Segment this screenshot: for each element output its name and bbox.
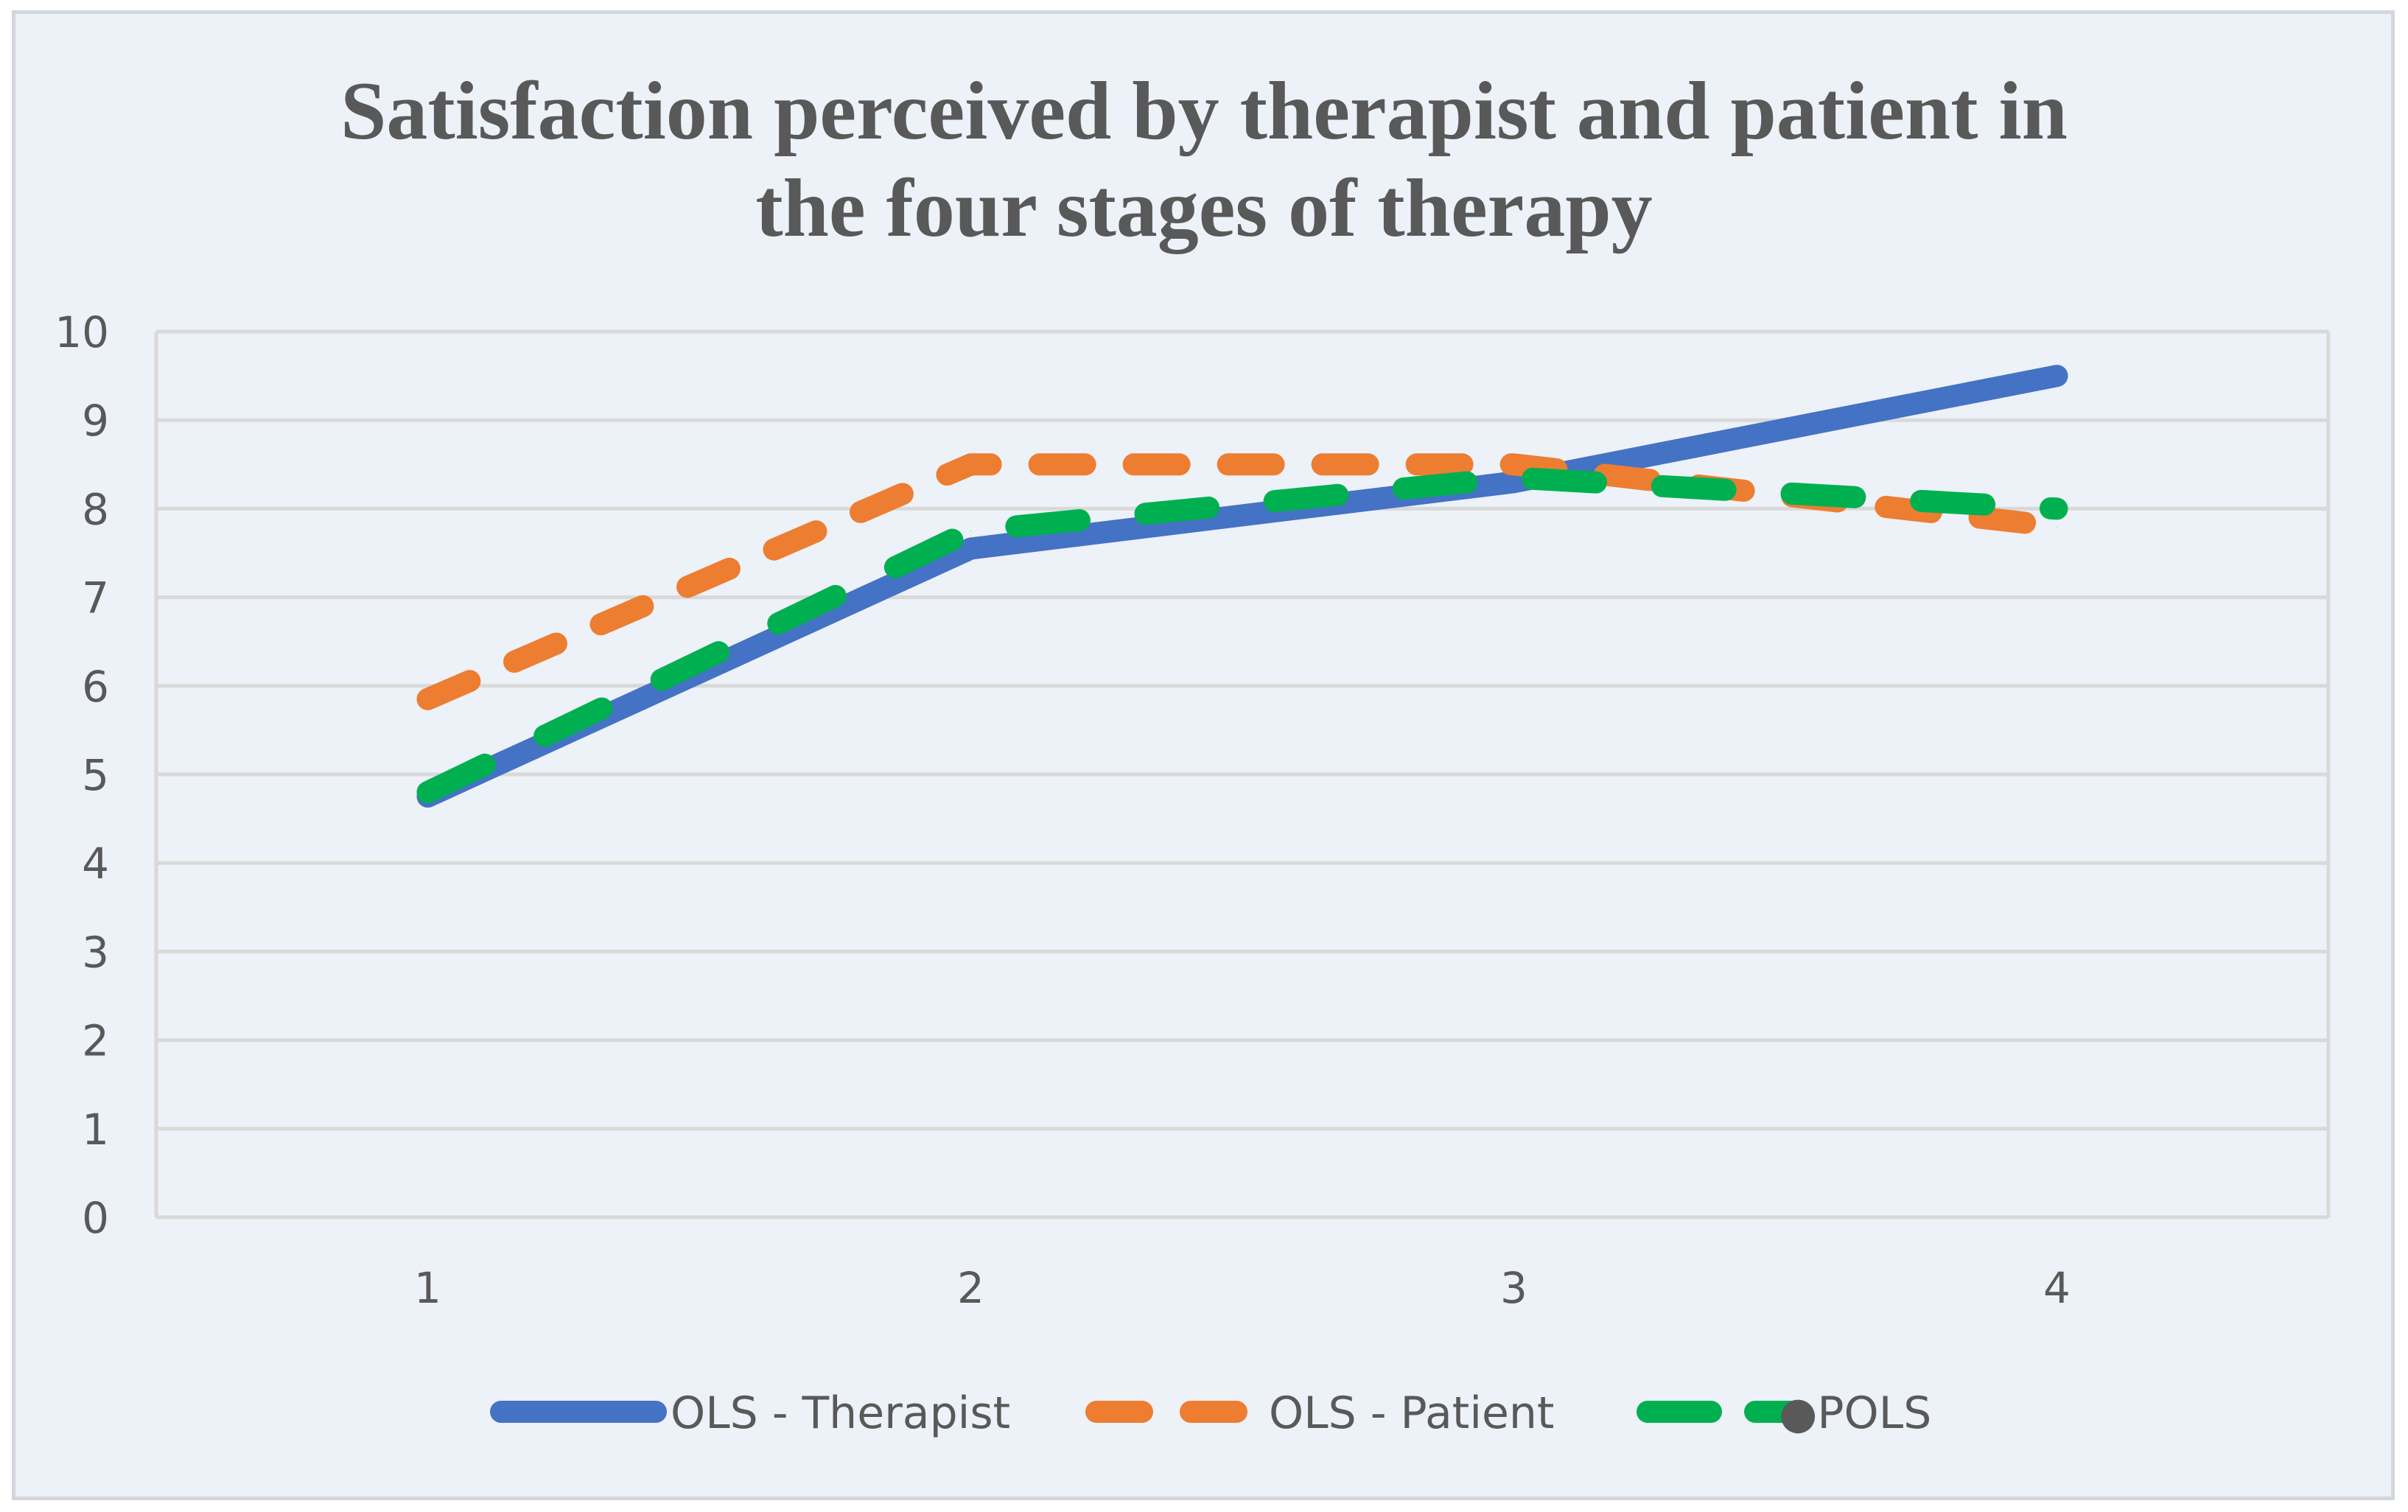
data-point-1-2 bbox=[1513, 463, 1514, 465]
x-tick-label-1: 1 bbox=[414, 1263, 441, 1313]
series-line-ols-therapist bbox=[416, 365, 2068, 808]
chart-title: Satisfaction perceived by therapist and … bbox=[340, 66, 2068, 254]
y-tick-label-4: 4 bbox=[82, 839, 109, 889]
y-tick-label-3: 3 bbox=[82, 927, 109, 977]
data-point-0-1 bbox=[970, 547, 971, 549]
data-point-1-1 bbox=[970, 463, 971, 465]
data-point-2-0 bbox=[427, 791, 428, 793]
y-tick-label-9: 9 bbox=[82, 396, 109, 446]
x-tick-label-4: 4 bbox=[2043, 1263, 2071, 1313]
chart-title-line-2: the four stages of therapy bbox=[755, 163, 1652, 254]
y-tick-label-1: 1 bbox=[82, 1105, 109, 1155]
data-point-2-2 bbox=[1513, 477, 1514, 478]
y-tick-label-7: 7 bbox=[82, 573, 109, 623]
chart-frame bbox=[12, 10, 2395, 1500]
plot-area: 0 1 2 3 4 5 6 7 8 9 10 1 2 3 4 bbox=[55, 307, 2331, 1313]
y-tick-label-6: 6 bbox=[82, 662, 109, 712]
y-tick-label-10: 10 bbox=[55, 307, 109, 357]
x-tick-label-2: 2 bbox=[957, 1263, 984, 1313]
series-line-pols bbox=[416, 466, 2068, 804]
y-tick-label-8: 8 bbox=[82, 484, 109, 534]
x-tick-label-3: 3 bbox=[1500, 1263, 1527, 1313]
legend: OLS - Therapist OLS - Patient ●POLS bbox=[490, 1387, 1931, 1439]
chart-title-line-1: Satisfaction perceived by therapist and … bbox=[340, 66, 2068, 157]
legend-label-0: OLS - Therapist bbox=[671, 1387, 1010, 1439]
y-tick-label-5: 5 bbox=[82, 750, 109, 800]
legend-label-1: OLS - Patient bbox=[1269, 1387, 1554, 1439]
y-tick-label-2: 2 bbox=[82, 1016, 109, 1066]
legend-label-2: ●POLS bbox=[1779, 1387, 1931, 1439]
y-tick-label-0: 0 bbox=[82, 1193, 109, 1243]
data-point-0-2 bbox=[1513, 481, 1514, 483]
